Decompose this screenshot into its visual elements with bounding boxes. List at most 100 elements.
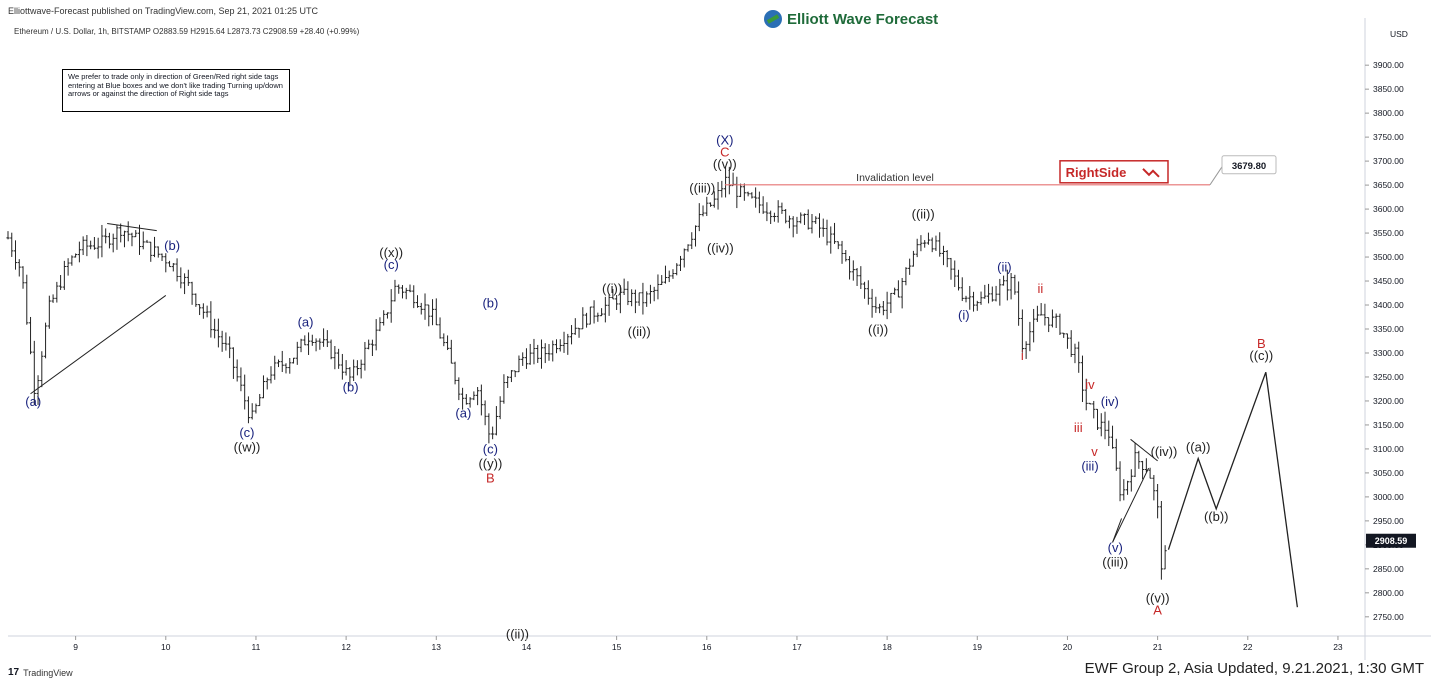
ohlc-bar [1020,309,1024,353]
x-tick-label: 17 [792,642,802,652]
ohlc-bar [1009,272,1013,300]
ohlc-bar [509,370,514,383]
wave-label: ((iii)) [689,180,715,195]
y-tick-label: 3200.00 [1373,396,1404,406]
ohlc-bar [337,348,341,369]
ohlc-bar [1084,378,1088,411]
wave-label: ((y)) [478,456,502,471]
ohlc-bar [990,286,994,302]
y-tick-label: 3100.00 [1373,444,1404,454]
ohlc-bar [1013,274,1017,295]
last-price-label: 2908.59 [1375,536,1408,546]
wave-label: C [720,144,729,159]
projection-path [1167,371,1299,608]
ohlc-bar [708,202,713,207]
ohlc-bar [532,338,536,365]
wave-label: (iv) [1101,394,1119,409]
ohlc-bar [716,181,720,210]
ohlc-bar [611,289,615,300]
ohlc-bar [754,187,758,208]
ohlc-bar [656,274,660,300]
ohlc-bar [21,266,25,289]
ohlc-bar [314,338,318,352]
wave-label: (ii) [997,259,1011,274]
ohlc-bar [175,258,179,282]
wave-label: iv [1085,377,1095,392]
ohlc-bar [92,237,97,250]
ohlc-bar [427,304,431,327]
ohlc-bar [1152,474,1156,501]
ohlc-bar [645,291,649,307]
ohlc-bar [1043,303,1047,326]
ohlc-bar [220,330,224,352]
ohlc-bar [457,377,461,401]
wave-label: ((v)) [1146,590,1170,605]
ohlc-bar [998,278,1002,306]
trend-lines [30,222,1158,543]
y-tick-label: 3050.00 [1373,468,1404,478]
ohlc-bar [911,250,916,267]
ohlc-bar [235,359,239,382]
ohlc-bar [633,289,638,314]
ohlc-bar [908,258,912,275]
ohlc-bar [1103,411,1107,440]
ohlc-bar [355,360,359,376]
ohlc-bar [926,232,931,245]
ohlc-bar [186,269,190,286]
ohlc-bar [979,291,983,305]
ohlc-bar [934,235,938,251]
ohlc-bar [77,241,81,263]
ohlc-bar [43,322,48,359]
wave-label: ((b)) [1204,509,1229,524]
ohlc-bar [686,244,690,252]
ohlc-bar [261,375,266,399]
globe-icon [764,10,782,28]
ohlc-bar [1140,460,1145,480]
invalidation-value-box [1221,155,1277,175]
y-tick-label: 3250.00 [1373,372,1404,382]
x-tick-label: 18 [882,642,892,652]
ohlc-bar [1017,281,1021,326]
ohlc-bar [1092,400,1096,419]
x-tick-label: 11 [252,642,261,652]
ohlc-bar [1088,402,1092,405]
axes: 2750.002800.002850.002900.002950.003000.… [73,29,1416,652]
ohlc-bar [40,351,44,388]
ohlc-bar [889,292,893,314]
ohlc-bar [671,269,675,279]
x-tick-label: 16 [702,642,712,652]
ohlc-bar [344,360,348,376]
ohlc-bar [558,339,562,352]
ohlc-bar [1080,355,1085,403]
ohlc-bar [690,232,694,250]
ohlc-bar [757,191,761,214]
ohlc-bar [464,394,468,405]
ohlc-bar [584,312,589,328]
tradingview-logo: 17 TradingView [8,667,73,678]
y-tick-label: 2750.00 [1373,612,1404,622]
wave-label: ((ii)) [628,324,651,339]
y-tick-label: 3550.00 [1373,228,1404,238]
ohlc-bar [216,318,220,348]
ohlc-bar [119,223,123,243]
invalidation-label: Invalidation level [856,172,934,184]
ohlc-bar [986,283,991,304]
wave-label: (c) [384,257,399,272]
ohlc-bar [201,303,205,319]
ohlc-bar [254,403,258,414]
ohlc-bar [389,289,393,323]
ohlc-bar [1114,438,1118,471]
ohlc-bar [1125,480,1130,495]
ohlc-bar [468,397,472,408]
ohlc-bar [742,183,746,201]
ohlc-bar [152,236,157,258]
rightside-tag-label: RightSide [1066,165,1127,180]
ohlc-bar [930,237,934,253]
ohlc-bar [325,330,329,348]
y-tick-label: 3400.00 [1373,300,1404,310]
ohlc-bar [953,260,957,288]
ohlc-bar [250,403,254,420]
ohlc-bar [622,278,626,295]
ohlc-bar [55,281,59,303]
